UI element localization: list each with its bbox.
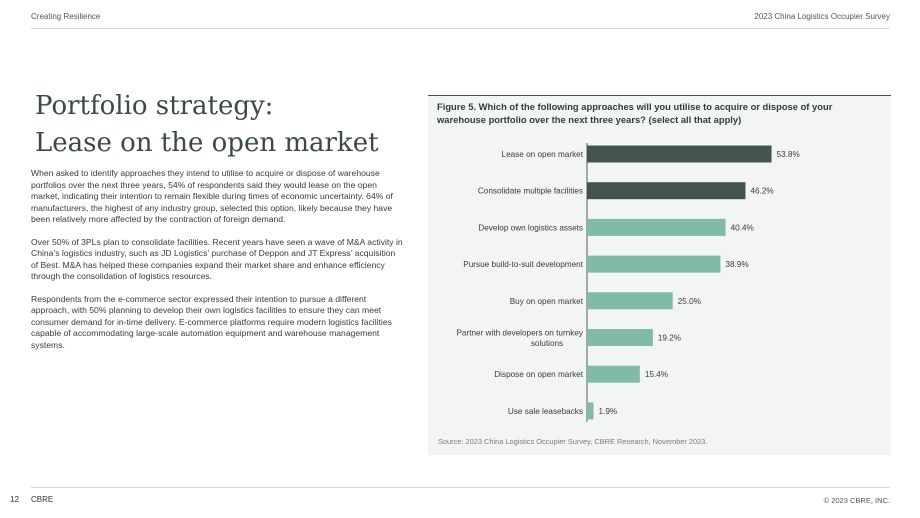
data-label-7: 15.4% xyxy=(645,370,668,379)
header-section-title: Creating Resilience xyxy=(31,12,101,21)
footer-brand: CBRE xyxy=(31,495,54,504)
category-label-2: Consolidate multiple facilities xyxy=(478,187,583,196)
category-label-4: Pursue build-to-suit development xyxy=(463,260,583,269)
category-label-3: Develop own logistics assets xyxy=(478,223,583,232)
bar-2 xyxy=(587,182,746,200)
category-label-4-line-1: Pursue build-to-suit development xyxy=(463,260,583,269)
bar-8 xyxy=(587,402,594,420)
data-label-5: 25.0% xyxy=(678,297,701,306)
category-label-6-line-2: solutions xyxy=(531,339,563,348)
category-label-5: Buy on open market xyxy=(510,297,584,306)
data-label-8: 1.9% xyxy=(599,407,618,416)
bar-4 xyxy=(587,255,721,273)
page-number: 12 xyxy=(10,495,19,504)
data-label-1: 53.8% xyxy=(777,150,800,159)
category-label-2-line-1: Consolidate multiple facilities xyxy=(478,187,583,196)
page-title: Portfolio strategy: Lease on the open ma… xyxy=(35,88,415,162)
bar-7 xyxy=(587,365,640,383)
category-label-7-line-1: Dispose on open market xyxy=(494,370,583,379)
bar-6 xyxy=(587,329,653,346)
category-label-1-line-1: Lease on open market xyxy=(502,150,584,159)
category-label-8: Use sale leasebacks xyxy=(508,407,583,416)
footer-copyright: © 2023 CBRE, INC. xyxy=(823,496,890,505)
data-label-6: 19.2% xyxy=(658,334,681,343)
bar-3 xyxy=(587,218,726,236)
data-label-2: 46.2% xyxy=(750,187,773,196)
figure-title: Figure 5. Which of the following approac… xyxy=(437,101,833,125)
body-text: When asked to identify approaches they i… xyxy=(31,168,403,362)
category-label-3-line-1: Develop own logistics assets xyxy=(478,223,583,232)
category-label-5-line-1: Buy on open market xyxy=(510,297,584,306)
data-label-4: 38.9% xyxy=(725,260,748,269)
paragraph-3: Respondents from the e-commerce sector e… xyxy=(31,293,392,350)
category-label-7: Dispose on open market xyxy=(494,370,583,379)
category-label-6: Partner with developers on turnkey soluti… xyxy=(456,328,583,348)
header-report-title: 2023 China Logistics Occupier Survey xyxy=(754,12,890,21)
category-label-1: Lease on open market xyxy=(502,150,584,159)
category-label-6-line-1: Partner with developers on turnkey xyxy=(456,328,583,337)
header-divider xyxy=(31,28,890,29)
figure-source: Source: 2023 China Logistics Occupier Su… xyxy=(438,437,708,446)
footer-divider xyxy=(31,487,890,488)
data-label-3: 40.4% xyxy=(731,223,754,232)
page-title-line-1: Portfolio strategy: xyxy=(35,91,274,121)
bar-1 xyxy=(587,145,772,163)
paragraph-2: Over 50% of 3PLs plan to consolidate fac… xyxy=(31,236,403,282)
figure-panel: Figure 5. Which of the following approac… xyxy=(428,95,891,455)
category-label-8-line-1: Use sale leasebacks xyxy=(508,407,583,416)
paragraph-1: When asked to identify approaches they i… xyxy=(31,168,393,225)
bar-5 xyxy=(587,292,673,310)
page-title-line-2: Lease on the open market xyxy=(35,128,379,158)
bar-chart: 53.8% Lease on open market 46.2% Consolidat… xyxy=(456,143,800,422)
